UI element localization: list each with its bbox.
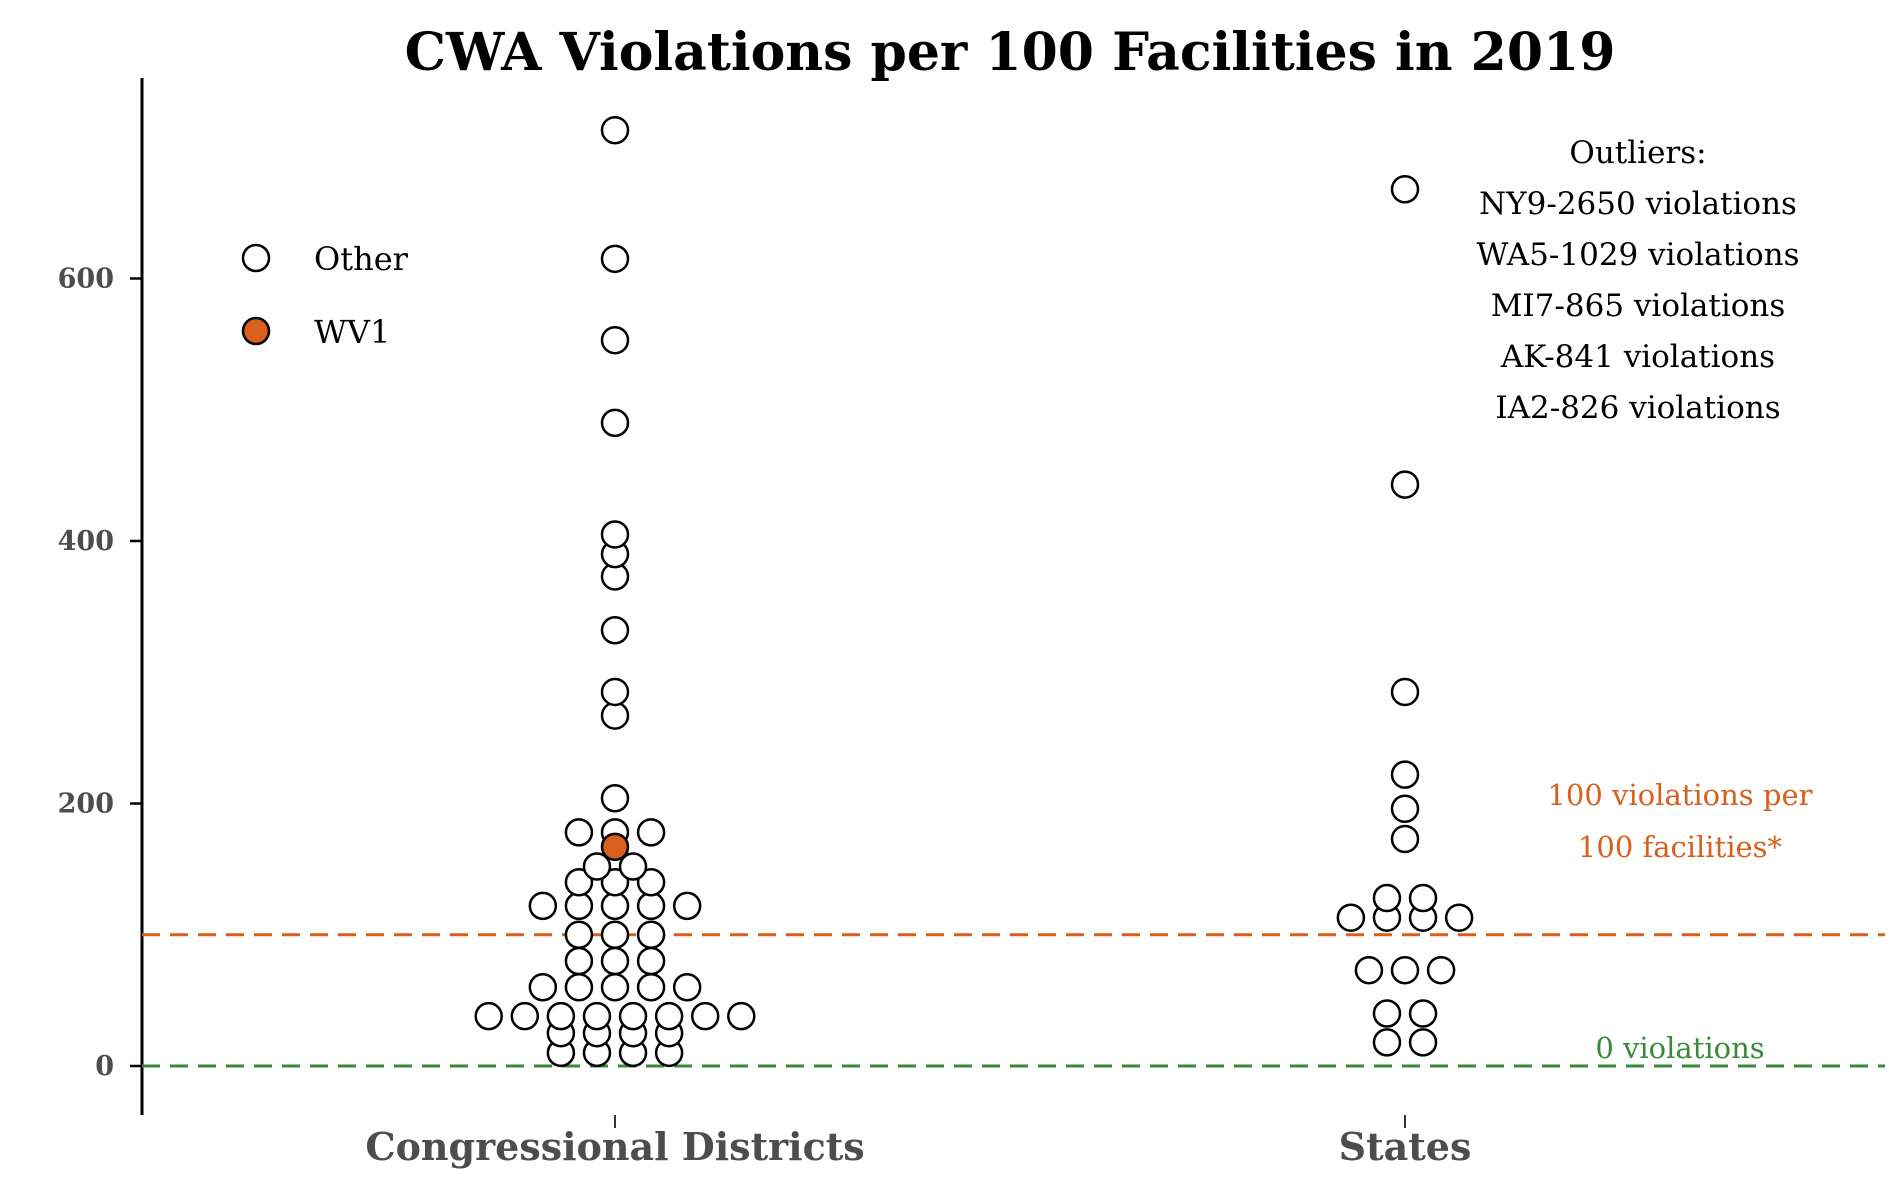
legend-marker-other: [241, 243, 271, 273]
data-point-congressional-districts: [636, 868, 666, 897]
data-point-congressional-districts: [564, 891, 594, 921]
data-point-congressional-districts: [636, 973, 666, 1002]
y-tick-label-400: 400: [58, 526, 114, 557]
data-point-congressional-districts: [636, 818, 666, 847]
data-point-congressional-districts: [528, 973, 558, 1002]
outliers-note: Outliers: NY9-2650 violations WA5-1029 v…: [1476, 135, 1799, 426]
data-point-states: [1372, 1028, 1402, 1057]
data-point-congressional-districts: [600, 408, 630, 438]
data-point-congressional-districts: [474, 1001, 503, 1031]
data-point-states: [1390, 824, 1420, 854]
data-point-congressional-districts: [600, 868, 630, 897]
data-point-states: [1390, 175, 1420, 204]
data-point-states: [1354, 955, 1384, 985]
data-point-congressional-districts: [600, 520, 630, 549]
data-point-congressional-districts: [600, 616, 630, 645]
data-point-congressional-districts: [618, 1001, 648, 1031]
data-point-congressional-districts: [600, 946, 630, 976]
data-point-congressional-districts: [600, 891, 630, 921]
data-point-congressional-districts: [727, 1001, 756, 1031]
data-point-congressional-districts: [564, 920, 594, 949]
y-tick-label-200: 200: [58, 789, 114, 820]
data-point-congressional-districts: [600, 973, 630, 1002]
data-point-states: [1390, 677, 1420, 707]
reference-label-100: 100 violations per: [1547, 778, 1812, 812]
data-point-congressional-districts: [600, 677, 630, 707]
legend: Other WV1: [241, 240, 409, 351]
data-point-congressional-districts: [654, 1001, 684, 1031]
x-axis: Congressional Districts States: [365, 1115, 1471, 1169]
data-point-states: [1444, 903, 1474, 932]
x-tick-label-congressional-districts: Congressional Districts: [365, 1124, 864, 1169]
reference-label-0: 0 violations: [1595, 1031, 1764, 1065]
y-tick-label-0: 0: [95, 1051, 114, 1082]
data-point-congressional-districts: [636, 920, 666, 949]
data-point-congressional-districts: [528, 891, 558, 921]
data-point-congressional-districts: [564, 818, 594, 847]
data-point-congressional-districts: [600, 244, 630, 274]
data-point-states: [1372, 999, 1402, 1028]
data-point-congressional-districts-wv1: [600, 832, 630, 862]
data-point-congressional-districts: [582, 852, 612, 881]
data-point-states: [1408, 883, 1438, 913]
legend-label-other: Other: [314, 240, 409, 278]
outlier-line: IA2-826 violations: [1495, 390, 1780, 426]
outlier-line: WA5-1029 violations: [1476, 237, 1799, 273]
outliers-title: Outliers:: [1569, 135, 1706, 171]
data-points: [474, 115, 1474, 1068]
reference-label-100: 100 facilities*: [1578, 830, 1783, 864]
data-point-congressional-districts: [636, 891, 666, 921]
data-point-congressional-districts: [564, 946, 594, 976]
data-point-states: [1390, 760, 1420, 789]
data-point-congressional-districts: [672, 891, 702, 921]
outlier-line: MI7-865 violations: [1491, 288, 1786, 324]
legend-label-wv1: WV1: [314, 313, 390, 351]
data-point-congressional-districts: [564, 868, 594, 897]
data-point-states: [1408, 1028, 1438, 1057]
reference-lines: 100 violations per 100 facilities* 0 viola…: [142, 778, 1885, 1068]
data-point-states: [1390, 470, 1420, 499]
data-point-congressional-districts: [636, 946, 666, 976]
data-point-congressional-districts: [600, 784, 630, 813]
outlier-line: NY9-2650 violations: [1479, 186, 1797, 222]
data-point-states: [1372, 883, 1402, 913]
legend-marker-wv1: [241, 316, 271, 346]
data-point-congressional-districts: [564, 973, 594, 1002]
outlier-line: AK-841 violations: [1500, 339, 1775, 375]
data-point-congressional-districts: [510, 1001, 540, 1031]
data-point-congressional-districts: [582, 1001, 612, 1031]
data-point-congressional-districts: [600, 115, 630, 145]
data-point-congressional-districts: [690, 1001, 720, 1031]
x-tick-label-states: States: [1339, 1124, 1472, 1169]
y-axis: 0 200 400 600: [58, 78, 144, 1115]
data-point-congressional-districts: [672, 973, 702, 1002]
data-point-states: [1408, 999, 1438, 1028]
data-point-states: [1390, 955, 1420, 985]
data-point-states: [1426, 955, 1456, 985]
chart-title: CWA Violations per 100 Facilities in 201…: [405, 22, 1616, 83]
data-point-states: [1390, 794, 1420, 823]
y-tick-label-600: 600: [58, 264, 114, 295]
data-point-congressional-districts: [600, 701, 630, 730]
data-point-states: [1336, 903, 1366, 932]
data-point-congressional-districts: [600, 325, 630, 355]
data-point-congressional-districts: [618, 852, 648, 881]
data-point-congressional-districts: [546, 1001, 576, 1031]
data-point-congressional-districts: [600, 920, 630, 949]
